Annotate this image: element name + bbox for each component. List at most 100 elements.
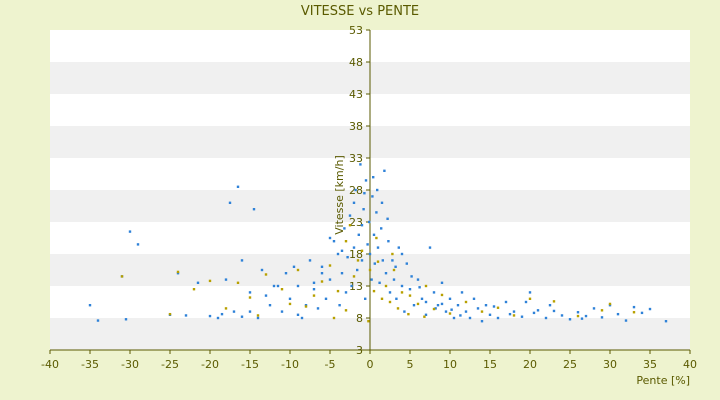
data-point bbox=[664, 320, 668, 323]
data-point bbox=[394, 265, 397, 268]
data-point bbox=[450, 308, 453, 311]
data-point bbox=[363, 192, 366, 195]
data-point bbox=[423, 315, 426, 318]
data-point bbox=[340, 272, 344, 275]
data-point bbox=[364, 179, 368, 182]
data-point bbox=[624, 319, 628, 322]
data-point bbox=[354, 188, 357, 192]
data-point bbox=[392, 278, 396, 281]
data-point bbox=[292, 265, 296, 268]
data-point bbox=[240, 259, 244, 262]
data-point bbox=[366, 243, 369, 246]
x-tick-label: 10 bbox=[443, 358, 457, 371]
data-point bbox=[264, 273, 268, 276]
data-point bbox=[371, 195, 374, 198]
data-point bbox=[392, 268, 396, 272]
data-point bbox=[584, 314, 588, 318]
data-point bbox=[418, 286, 421, 289]
data-point bbox=[312, 281, 316, 284]
data-point bbox=[296, 284, 300, 288]
data-point bbox=[512, 310, 516, 313]
data-point bbox=[408, 294, 412, 297]
data-point bbox=[236, 281, 240, 284]
data-point bbox=[608, 302, 612, 306]
y-tick-label: 33 bbox=[349, 152, 363, 165]
data-point bbox=[381, 259, 384, 262]
data-point bbox=[268, 304, 272, 307]
data-point bbox=[384, 272, 388, 275]
data-point bbox=[632, 305, 636, 309]
x-tick-label: -30 bbox=[121, 358, 139, 371]
data-point bbox=[372, 176, 375, 179]
data-point bbox=[548, 304, 552, 307]
data-point bbox=[176, 272, 180, 275]
data-point bbox=[373, 262, 376, 265]
data-point bbox=[352, 275, 356, 278]
data-point bbox=[364, 297, 367, 300]
data-point bbox=[192, 288, 196, 291]
data-point bbox=[252, 208, 256, 211]
data-point bbox=[240, 315, 244, 318]
data-point bbox=[448, 297, 452, 300]
data-point bbox=[400, 252, 404, 256]
data-point bbox=[464, 300, 468, 304]
x-tick-label: -5 bbox=[325, 358, 336, 371]
data-point bbox=[400, 284, 404, 288]
x-tick-label: -25 bbox=[161, 358, 179, 371]
data-point bbox=[372, 233, 376, 236]
data-point bbox=[410, 275, 413, 278]
data-point bbox=[304, 304, 308, 307]
data-point bbox=[440, 302, 444, 306]
data-point bbox=[560, 314, 564, 317]
data-point bbox=[328, 278, 332, 281]
data-point bbox=[397, 246, 400, 249]
data-point bbox=[316, 307, 320, 310]
data-point bbox=[184, 314, 188, 317]
data-point bbox=[344, 309, 348, 312]
data-point bbox=[580, 317, 584, 320]
data-point bbox=[544, 316, 548, 320]
y-tick-label: 3 bbox=[356, 344, 363, 357]
data-point bbox=[168, 312, 172, 316]
data-point bbox=[405, 262, 408, 265]
chart-title: VITESSE vs PENTE bbox=[301, 4, 419, 19]
data-point bbox=[368, 252, 372, 256]
data-point bbox=[120, 275, 124, 278]
data-point bbox=[248, 296, 252, 299]
y-tick-label: 18 bbox=[349, 248, 363, 261]
data-point bbox=[416, 302, 420, 306]
data-point bbox=[476, 307, 480, 310]
data-point bbox=[296, 313, 300, 316]
data-point bbox=[568, 318, 572, 321]
data-point bbox=[264, 294, 268, 297]
y-tick-label: 13 bbox=[349, 280, 363, 293]
data-point bbox=[376, 260, 380, 263]
data-point bbox=[375, 236, 378, 240]
data-point bbox=[520, 315, 524, 318]
data-point bbox=[320, 272, 324, 275]
data-point bbox=[176, 270, 180, 274]
data-point bbox=[484, 304, 488, 307]
data-point bbox=[444, 310, 448, 313]
data-point bbox=[459, 314, 462, 317]
data-point bbox=[320, 265, 324, 268]
data-point bbox=[344, 240, 348, 243]
data-point bbox=[424, 300, 428, 304]
data-point bbox=[312, 288, 316, 291]
data-point bbox=[224, 278, 228, 281]
y-tick-label: 48 bbox=[349, 56, 363, 69]
data-point bbox=[376, 188, 379, 192]
data-point bbox=[616, 312, 620, 316]
data-point bbox=[508, 312, 512, 316]
data-point bbox=[357, 233, 360, 236]
data-point bbox=[288, 297, 292, 300]
data-point bbox=[380, 297, 384, 300]
data-point bbox=[391, 252, 394, 256]
x-tick-label: 40 bbox=[683, 358, 697, 371]
data-point bbox=[600, 316, 604, 319]
data-point bbox=[496, 316, 500, 320]
data-point bbox=[383, 169, 386, 172]
data-point bbox=[320, 280, 324, 283]
